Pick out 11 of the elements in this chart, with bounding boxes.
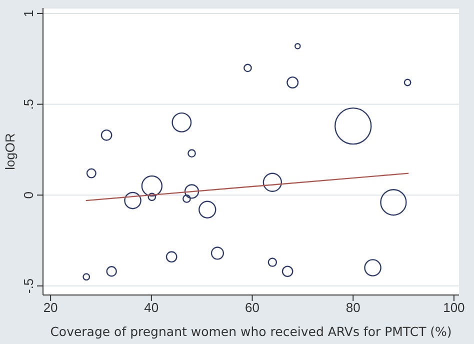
y-tick-label: .5 <box>21 98 36 110</box>
y-tick-label: 0 <box>21 191 36 199</box>
x-axis-title: Coverage of pregnant women who received ARVs for PMTCT (%) <box>50 324 452 339</box>
x-tick-label: 80 <box>346 300 360 316</box>
x-tick-label: 100 <box>443 300 465 316</box>
y-tick-label: 1 <box>21 10 36 18</box>
x-tick-label: 40 <box>144 300 159 316</box>
x-tick-label: 20 <box>43 300 58 316</box>
x-tick-label: 60 <box>245 300 260 316</box>
y-axis-title: logOR <box>2 133 18 170</box>
y-tick-label: -.5 <box>21 278 36 294</box>
